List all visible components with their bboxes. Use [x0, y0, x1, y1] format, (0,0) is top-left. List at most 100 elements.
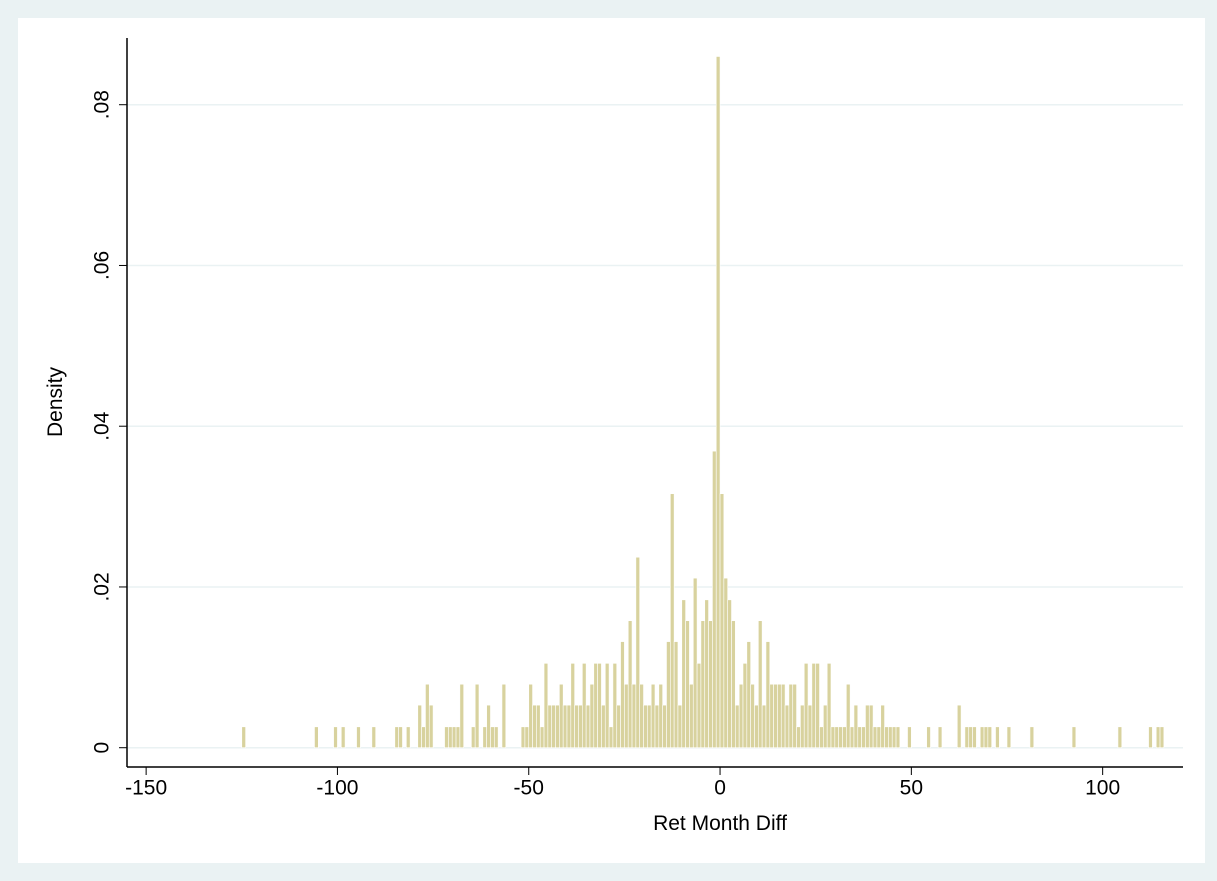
bar	[937, 726, 943, 749]
bar	[979, 726, 985, 749]
bar	[830, 726, 836, 749]
bar	[784, 704, 790, 749]
bar	[796, 726, 801, 749]
bar	[406, 726, 411, 749]
bar	[624, 683, 629, 749]
bar	[884, 726, 889, 749]
bar	[543, 663, 549, 749]
bar	[501, 683, 507, 749]
bar	[907, 726, 912, 749]
x-tick-label: 0	[714, 777, 726, 800]
bar	[631, 683, 637, 749]
bar	[666, 641, 671, 749]
bar	[731, 620, 736, 749]
bar	[604, 663, 610, 749]
bar	[455, 726, 461, 749]
bar	[589, 683, 595, 749]
bar	[868, 704, 874, 749]
bar	[1155, 726, 1161, 749]
bar	[448, 726, 453, 749]
bar	[811, 663, 816, 749]
bar	[566, 704, 572, 749]
bar	[585, 704, 591, 749]
bar	[662, 704, 667, 749]
bar	[838, 726, 843, 749]
bar	[750, 683, 755, 749]
bar	[1006, 726, 1012, 749]
bar	[865, 704, 870, 749]
bar	[987, 726, 992, 749]
y-tick-label: .04	[91, 411, 114, 441]
bar	[983, 726, 989, 749]
bar	[712, 450, 717, 749]
x-tick-label: 50	[900, 777, 923, 800]
bar	[926, 726, 931, 749]
bar	[800, 704, 805, 749]
bar	[597, 663, 602, 749]
bar	[627, 620, 633, 749]
bar	[696, 663, 702, 749]
bar	[1071, 726, 1077, 749]
bar	[608, 726, 614, 749]
bar	[658, 683, 663, 749]
bar	[708, 620, 713, 749]
bar	[559, 683, 564, 749]
bar	[846, 683, 851, 749]
bar	[574, 704, 579, 749]
bar	[314, 726, 319, 749]
bar	[593, 663, 598, 749]
bar	[520, 726, 526, 749]
bar	[582, 663, 587, 749]
y-tick-label: .02	[91, 572, 114, 601]
bar	[685, 620, 690, 749]
bar	[715, 56, 721, 749]
bar	[880, 704, 885, 749]
bar	[727, 599, 732, 749]
bar	[956, 704, 962, 749]
bar	[1159, 726, 1165, 749]
bar	[692, 577, 698, 749]
bar	[539, 726, 545, 749]
x-tick-label: -150	[125, 777, 167, 800]
bar	[333, 726, 338, 749]
bar	[819, 726, 824, 749]
bar	[417, 704, 422, 749]
bar	[738, 683, 744, 749]
y-tick-label: 0	[91, 742, 114, 754]
bar	[891, 726, 897, 749]
bar	[536, 704, 541, 749]
bar	[968, 726, 973, 749]
bar	[356, 726, 361, 749]
bar	[471, 726, 476, 749]
bar	[803, 663, 809, 749]
bar	[444, 726, 449, 749]
bar	[723, 577, 728, 749]
bar	[459, 683, 464, 749]
bar	[528, 683, 533, 749]
bar	[490, 726, 495, 749]
bar	[601, 704, 606, 749]
x-axis-label: Ret Month Diff	[653, 812, 787, 835]
bar	[425, 683, 430, 749]
bar	[861, 726, 866, 749]
bar	[421, 726, 426, 749]
x-tick-label: -100	[316, 777, 358, 800]
bar	[570, 663, 575, 749]
bar	[394, 726, 399, 749]
bar	[681, 599, 686, 749]
bar	[670, 493, 675, 749]
bar	[872, 726, 878, 749]
bar	[616, 704, 621, 749]
bar	[704, 599, 709, 749]
bar	[643, 704, 648, 749]
bar	[451, 726, 457, 749]
bar	[486, 704, 491, 749]
bar	[340, 726, 346, 749]
bar	[1148, 726, 1153, 749]
bar	[650, 683, 656, 749]
bar	[524, 726, 530, 749]
bar	[241, 726, 246, 749]
bar	[647, 704, 652, 749]
bar	[428, 704, 434, 749]
